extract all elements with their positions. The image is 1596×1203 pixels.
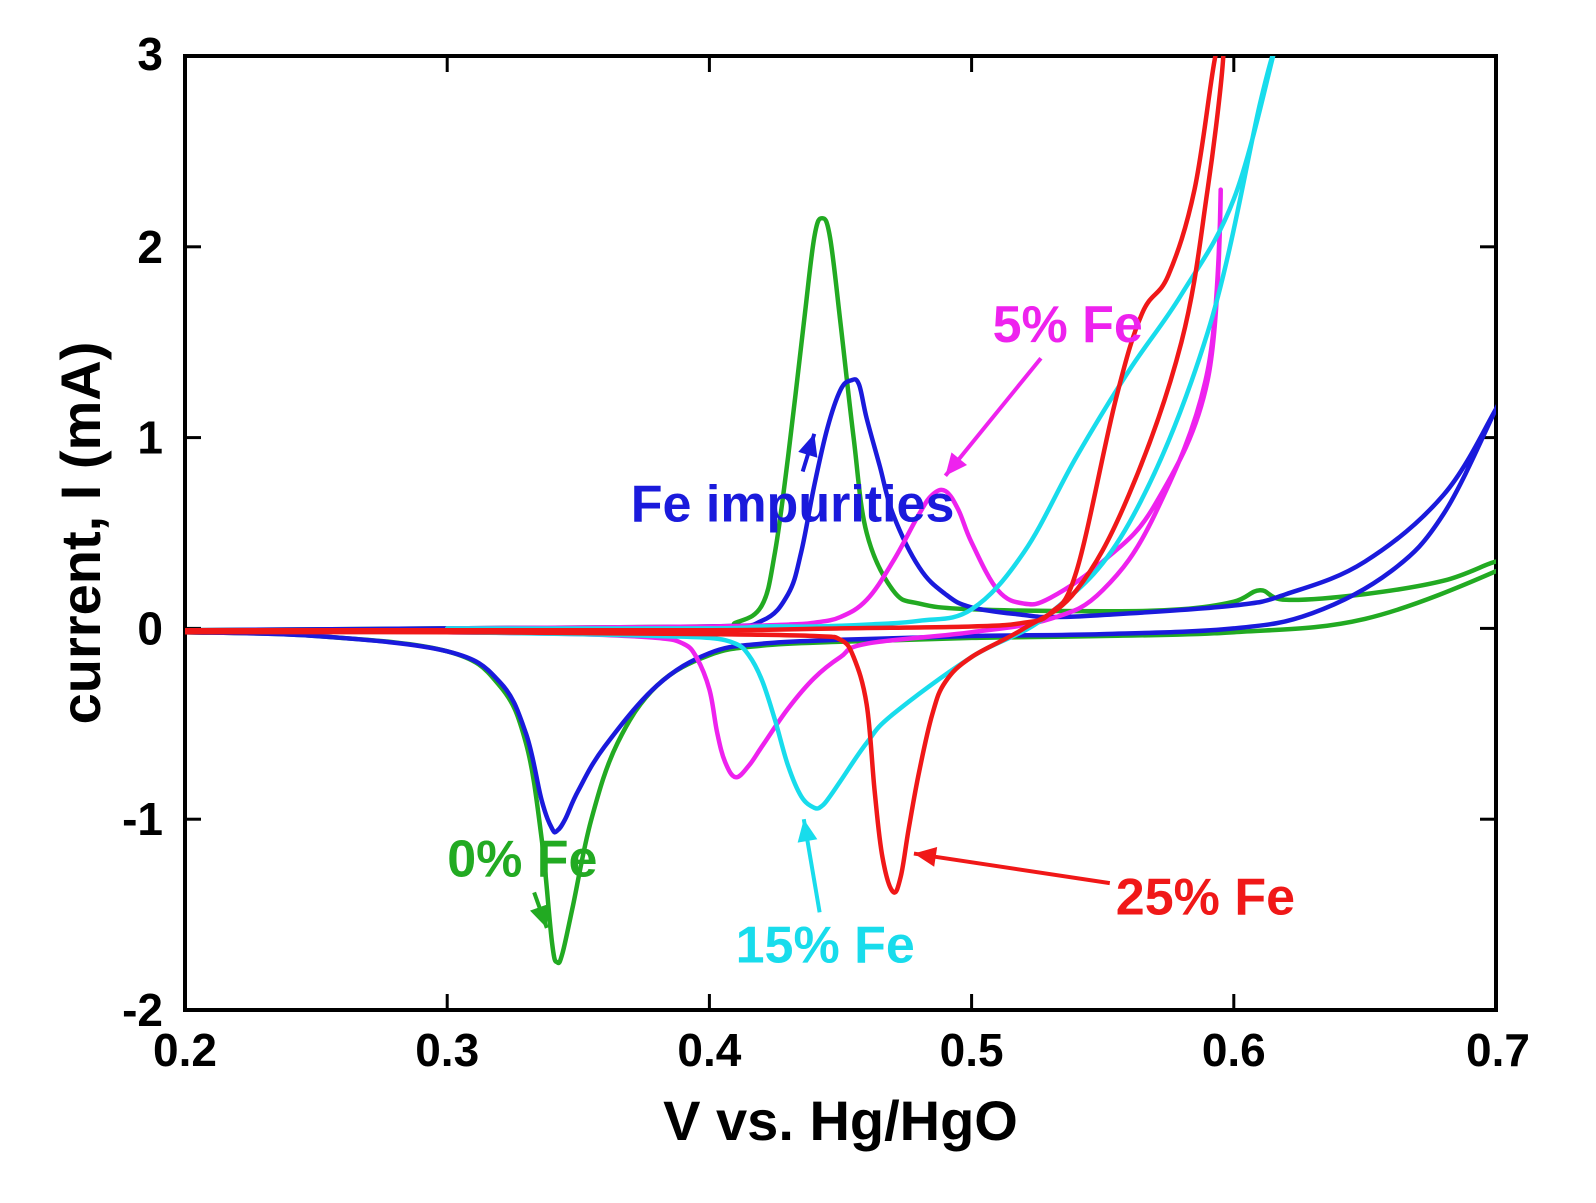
annotation-25pct-fe: 25% Fe (1116, 869, 1295, 927)
plot-axes: 0.2 0.3 0.4 0.5 0.6 0.7 -2 -1 0 1 2 3 V vs. Hg/HgO cu… (49, 28, 1530, 1152)
annotation-5pct-fe: 5% Fe (993, 296, 1143, 354)
series-line-25pct-fe (185, 56, 1226, 895)
annotation-arrowhead-0pct-fe (530, 903, 549, 928)
x-axis-label: V vs. Hg/HgO (663, 1089, 1018, 1152)
y-tick-label: -2 (122, 984, 163, 1036)
y-tick-label: 0 (137, 602, 163, 654)
plot-annotations: 5% Fe Fe impurities 0% Fe 15% Fe 25% Fe (447, 296, 1295, 974)
series-line-5pct-fe (444, 187, 1223, 780)
annotation-arrowhead-15pct-fe (797, 819, 818, 843)
y-tick-label: 2 (137, 221, 163, 273)
x-tick-label: 0.2 (153, 1024, 217, 1076)
annotation-arrow-5pct-fe (943, 356, 1043, 478)
annotation-arrowhead-25pct-fe (913, 846, 938, 867)
annotation-arrowhead-5pct-fe (945, 452, 968, 476)
series-line-0pct-fe (185, 215, 1496, 966)
annotation-arrowhead-fe-impurities (798, 433, 818, 458)
annotation-0pct-fe: 0% Fe (447, 830, 597, 888)
annotation-fe-impurities: Fe impurities (631, 476, 955, 534)
series-line-fe-impurities (185, 377, 1496, 835)
annotation-arrow-25pct-fe (913, 851, 1111, 886)
x-tick-label: 0.7 (1466, 1024, 1530, 1076)
annotation-15pct-fe: 15% Fe (736, 916, 915, 974)
y-tick-label: 1 (137, 412, 163, 464)
x-tick-label: 0.3 (415, 1024, 479, 1076)
y-axis-label: current, I (mA) (49, 342, 112, 725)
x-tick-label: 0.4 (677, 1024, 741, 1076)
y-tick-label: -1 (122, 793, 163, 845)
y-tick-label: 3 (137, 28, 163, 80)
x-tick-label: 0.5 (940, 1024, 1004, 1076)
plot-frame (183, 54, 1498, 1012)
series-line-15pct-fe (444, 56, 1276, 811)
plot-curves (185, 56, 1496, 966)
x-tick-label: 0.6 (1202, 1024, 1266, 1076)
